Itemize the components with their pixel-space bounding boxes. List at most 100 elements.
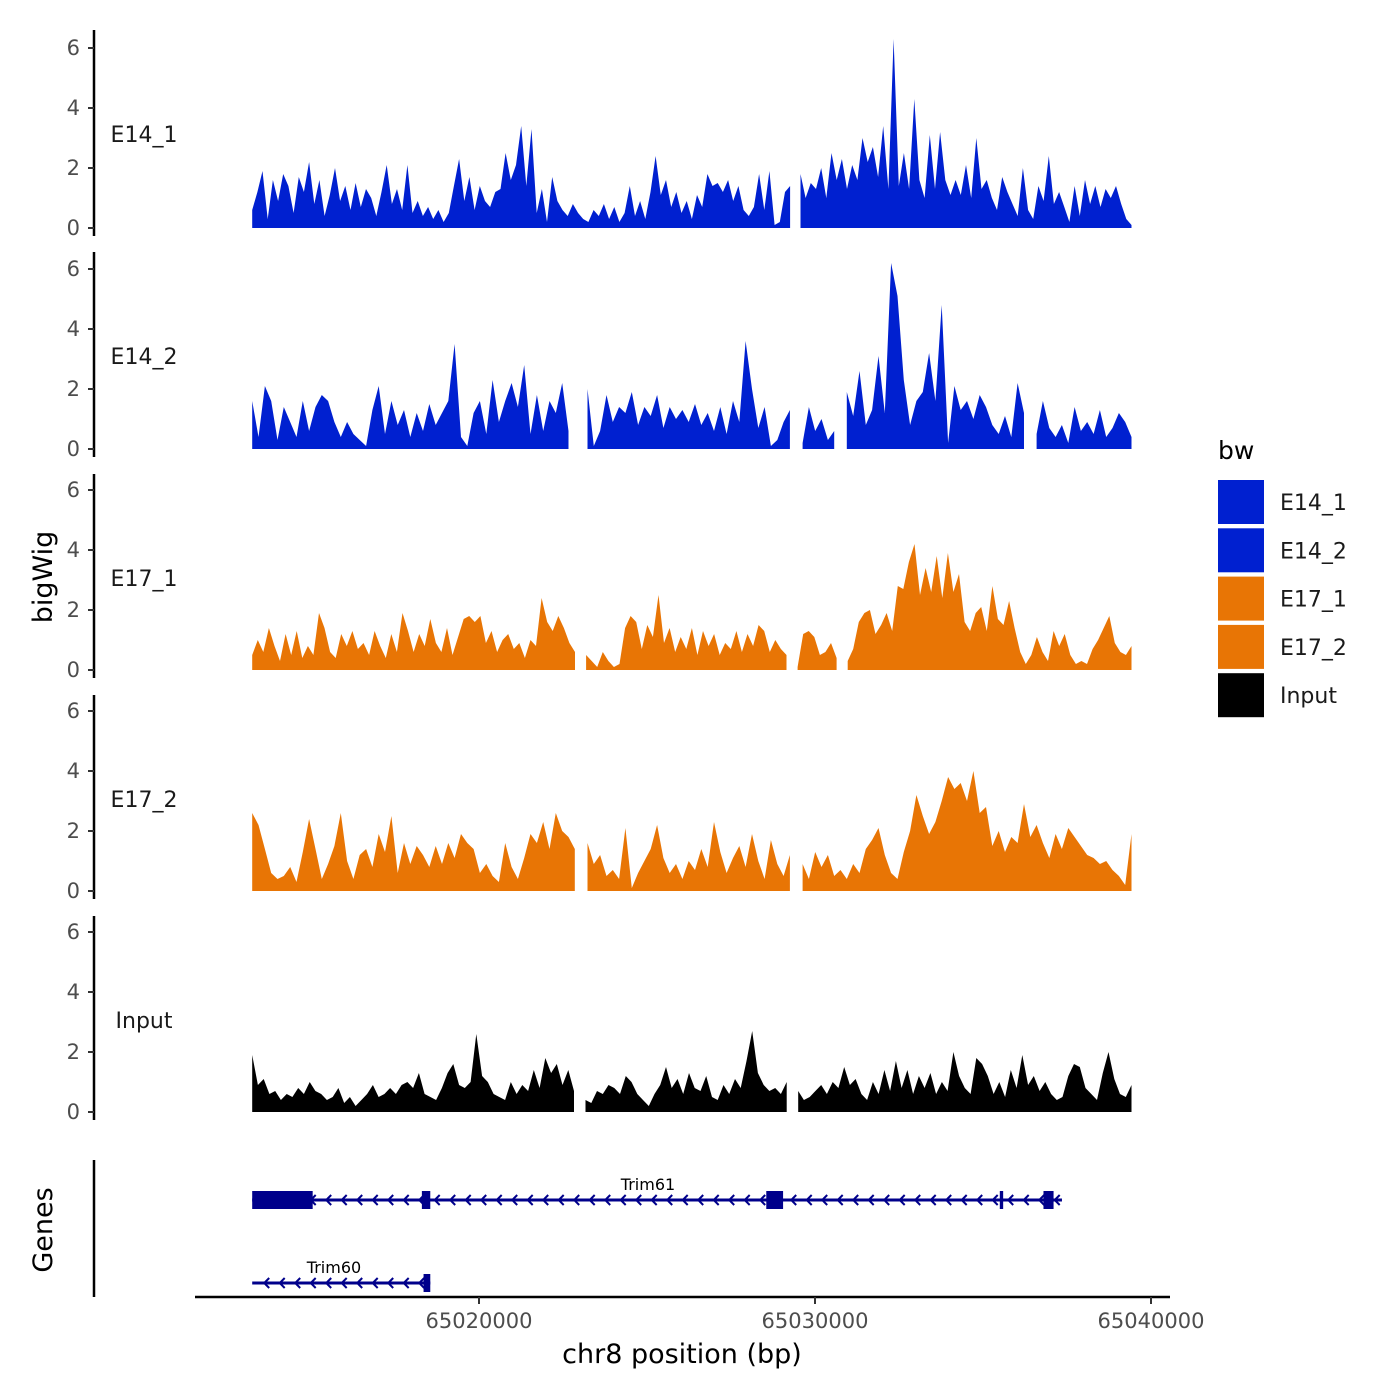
strand-arrow xyxy=(448,1194,456,1206)
gene-exon xyxy=(423,1274,431,1292)
legend-label: E14_2 xyxy=(1280,539,1347,564)
strand-arrow xyxy=(634,1194,642,1206)
strand-arrow xyxy=(712,1194,720,1206)
strand-arrow xyxy=(867,1194,875,1206)
strand-arrow xyxy=(929,1194,937,1206)
strand-arrow xyxy=(727,1194,735,1206)
x-tick-label: 65020000 xyxy=(426,1309,533,1333)
strand-arrow xyxy=(743,1194,751,1206)
strand-arrow xyxy=(433,1194,441,1206)
y-tick-label: 2 xyxy=(67,156,80,180)
strand-arrow xyxy=(696,1194,704,1206)
strand-arrow xyxy=(758,1194,766,1206)
strand-arrow xyxy=(836,1194,844,1206)
strand-arrow xyxy=(619,1194,627,1206)
legend-swatch xyxy=(1218,576,1264,621)
legend-swatch xyxy=(1218,528,1264,573)
y-tick-label: 4 xyxy=(67,980,80,1004)
track-label: E17_1 xyxy=(111,567,178,592)
x-axis-title: chr8 position (bp) xyxy=(562,1339,802,1370)
x-tick-label: 65030000 xyxy=(762,1309,869,1333)
y-tick-label: 0 xyxy=(67,437,80,461)
gene-label: Trim61 xyxy=(620,1175,675,1194)
strand-arrow xyxy=(495,1194,503,1206)
y-tick-label: 0 xyxy=(67,216,80,240)
track-label: E17_2 xyxy=(111,788,178,813)
gene-exon xyxy=(1043,1191,1054,1209)
strand-arrow xyxy=(681,1194,689,1206)
strand-arrow xyxy=(991,1194,999,1206)
genes-axis-title: Genes xyxy=(28,1187,59,1272)
strand-arrow xyxy=(820,1194,828,1206)
signal-area-E14_2 xyxy=(252,263,1132,449)
strand-arrow xyxy=(944,1194,952,1206)
y-tick-label: 6 xyxy=(67,257,80,281)
legend-label: E17_1 xyxy=(1280,588,1347,613)
strand-arrow xyxy=(557,1194,565,1206)
strand-arrow xyxy=(1022,1194,1030,1206)
strand-arrow xyxy=(386,1277,394,1289)
strand-arrow xyxy=(805,1194,813,1206)
legend-label: Input xyxy=(1280,684,1337,709)
strand-arrow xyxy=(340,1194,348,1206)
strand-arrow xyxy=(665,1194,673,1206)
genes-panel: Trim61 Trim60 xyxy=(92,1160,1062,1297)
strand-arrow xyxy=(324,1277,332,1289)
strand-arrow xyxy=(355,1194,363,1206)
strand-arrow xyxy=(324,1194,332,1206)
track-label: E14_1 xyxy=(111,123,178,148)
legend-label: E17_2 xyxy=(1280,636,1347,661)
x-axis: 65020000 65030000 65040000 xyxy=(195,1295,1204,1333)
bigwig-tracks: 0 2 4 6 E14_1 0 2 4 6 E14_2 0 2 4 6 E17_1 0 2 4 6 E17_2 0 2 4 6… xyxy=(67,30,1132,1124)
legend-item-E14_1: E14_1 xyxy=(1218,480,1347,524)
signal-area-E14_1 xyxy=(252,39,1132,228)
strand-arrow xyxy=(479,1194,487,1206)
legend-swatch xyxy=(1218,480,1264,524)
legend-title: bw xyxy=(1218,436,1254,465)
y-tick-label: 6 xyxy=(67,478,80,502)
strand-arrow xyxy=(882,1194,890,1206)
strand-arrow xyxy=(898,1194,906,1206)
y-tick-label: 4 xyxy=(67,317,80,341)
strand-arrow xyxy=(386,1194,394,1206)
track-E14_2: 0 2 4 6 E14_2 xyxy=(67,252,1132,461)
strand-arrow xyxy=(278,1277,286,1289)
strand-arrow xyxy=(541,1194,549,1206)
strand-arrow xyxy=(851,1194,859,1206)
track-label: Input xyxy=(116,1009,173,1034)
strand-arrow xyxy=(526,1194,534,1206)
strand-arrow xyxy=(262,1277,270,1289)
gene-exon xyxy=(766,1191,784,1209)
strand-arrow xyxy=(603,1194,611,1206)
signal-area-E17_1 xyxy=(252,544,1132,670)
signal-area-E17_2 xyxy=(252,771,1132,891)
strand-arrow xyxy=(293,1277,301,1289)
y-tick-label: 2 xyxy=(67,598,80,622)
y-tick-label: 4 xyxy=(67,96,80,120)
legend-item-E14_2: E14_2 xyxy=(1218,528,1347,573)
strand-arrow xyxy=(1006,1194,1014,1206)
track-E17_1: 0 2 4 6 E17_1 xyxy=(67,474,1132,682)
strand-arrow xyxy=(309,1277,317,1289)
strand-arrow xyxy=(1053,1194,1061,1206)
track-Input: 0 2 4 6 Input xyxy=(67,916,1132,1124)
y-tick-label: 0 xyxy=(67,658,80,682)
y-axis-title: bigWig xyxy=(28,531,59,624)
strand-arrow xyxy=(975,1194,983,1206)
strand-arrow xyxy=(402,1277,410,1289)
y-tick-label: 6 xyxy=(67,36,80,60)
y-tick-label: 4 xyxy=(67,538,80,562)
gene-Trim60: Trim60 xyxy=(252,1258,431,1292)
strand-arrow xyxy=(650,1194,658,1206)
y-tick-label: 6 xyxy=(67,699,80,723)
track-label: E14_2 xyxy=(111,345,178,370)
y-tick-label: 2 xyxy=(67,377,80,401)
strand-arrow xyxy=(355,1277,363,1289)
gene-Trim61: Trim61 xyxy=(252,1175,1062,1209)
gene-exon xyxy=(421,1191,431,1209)
legend-swatch xyxy=(1218,673,1264,718)
y-tick-label: 0 xyxy=(67,1100,80,1124)
y-tick-label: 4 xyxy=(67,759,80,783)
legend: bw E14_1 E14_2 E17_1 E17_2 Input xyxy=(1218,436,1347,718)
y-tick-label: 0 xyxy=(67,879,80,903)
